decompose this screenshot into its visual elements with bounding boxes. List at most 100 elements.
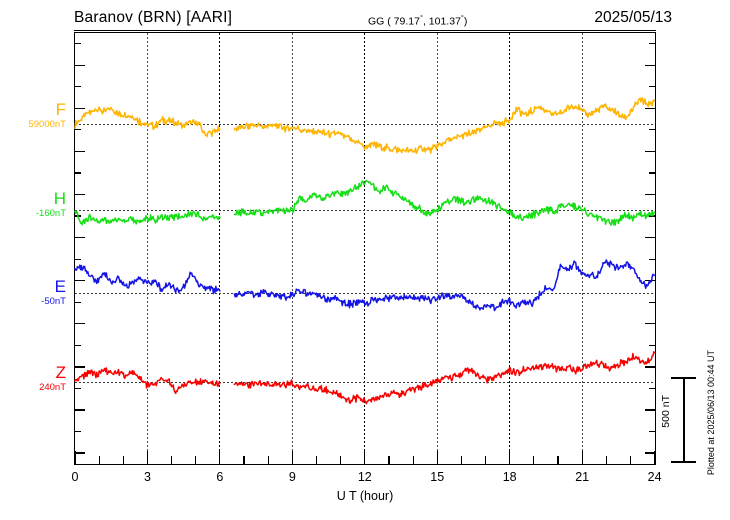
component-name-f: F xyxy=(55,100,66,119)
component-baseline-value-z: 240nT xyxy=(39,382,66,393)
x-tick-hour-12 xyxy=(364,451,366,464)
baseline-Z xyxy=(75,382,655,383)
x-tick-hour-19 xyxy=(533,456,535,464)
scale-bar-label: 500 nT xyxy=(660,395,672,428)
y-tick-l-0 xyxy=(75,43,81,45)
plot-frame-right xyxy=(654,32,656,465)
baseline-E xyxy=(75,293,655,294)
y-tick-l-9 xyxy=(75,236,85,239)
component-name-h: H xyxy=(53,189,66,208)
y-tick-l-12 xyxy=(75,301,81,303)
gridline-hour-6 xyxy=(219,33,221,463)
x-tick-hour-5 xyxy=(195,456,197,464)
y-tick-l-10 xyxy=(75,258,81,260)
y-tick-r-9 xyxy=(645,236,655,239)
x-tick-hour-8 xyxy=(267,456,269,464)
y-tick-r-0 xyxy=(649,43,655,45)
component-name-z: Z xyxy=(55,363,66,382)
y-tick-r-4 xyxy=(649,129,655,131)
y-tick-l-19 xyxy=(75,452,85,454)
component-label-h: H -160nT xyxy=(0,190,66,220)
gridline-hour-15 xyxy=(436,33,438,463)
x-tick-label-9: 9 xyxy=(288,470,296,484)
y-tick-r-15 xyxy=(645,366,655,368)
y-tick-l-4 xyxy=(75,129,81,131)
x-tick-hour-23 xyxy=(629,456,632,464)
component-label-e: E -50nT xyxy=(0,278,66,308)
x-tick-label-0: 0 xyxy=(71,470,79,484)
degree-symbol-lon: ° xyxy=(460,13,464,22)
trace-F xyxy=(74,106,221,138)
y-tick-r-5 xyxy=(645,150,655,153)
y-tick-l-16 xyxy=(75,387,81,390)
y-tick-r-16 xyxy=(649,387,655,390)
trace-layer xyxy=(74,97,656,405)
gridline-hour-21 xyxy=(581,33,583,463)
gridline-hour-12 xyxy=(364,33,366,463)
y-tick-l-13 xyxy=(75,323,85,325)
x-tick-label-21: 21 xyxy=(575,470,590,484)
baseline-F xyxy=(75,124,655,125)
x-tick-hour-11 xyxy=(340,456,342,464)
x-tick-label-15: 15 xyxy=(430,470,445,484)
y-tick-l-6 xyxy=(75,172,81,174)
y-tick-r-12 xyxy=(649,301,655,303)
y-tick-l-11 xyxy=(75,280,85,282)
y-tick-l-14 xyxy=(75,344,81,346)
x-tick-hour-1 xyxy=(98,456,100,464)
component-baseline-value-h: -160nT xyxy=(35,208,66,219)
y-tick-r-14 xyxy=(649,344,655,346)
x-tick-label-18: 18 xyxy=(502,470,517,484)
x-tick-hour-9 xyxy=(291,451,293,464)
component-name-e: E xyxy=(54,277,66,296)
x-tick-hour-3 xyxy=(146,451,149,464)
y-tick-l-2 xyxy=(75,86,81,88)
y-tick-r-13 xyxy=(645,323,655,325)
x-tick-hour-4 xyxy=(171,456,173,464)
x-tick-hour-14 xyxy=(412,456,414,464)
x-tick-hour-18 xyxy=(509,451,511,464)
x-tick-label-24: 24 xyxy=(647,470,662,484)
component-baseline-value-f: 59000nT xyxy=(28,119,66,130)
x-tick-hour-21 xyxy=(581,451,583,464)
component-label-f: F 59000nT xyxy=(0,101,66,131)
y-tick-l-17 xyxy=(75,409,85,411)
y-tick-r-3 xyxy=(645,107,655,109)
y-tick-l-15 xyxy=(75,366,85,368)
trace-E-seg1 xyxy=(233,259,656,312)
station-title: Baranov (BRN) [AARI] xyxy=(74,9,233,26)
geo-lat-prefix: GG ( 79.17 xyxy=(368,15,420,28)
magnetogram-plot-area xyxy=(74,32,656,465)
y-tick-r-1 xyxy=(645,64,655,66)
header-divider xyxy=(74,30,656,31)
y-tick-r-6 xyxy=(649,172,655,174)
x-tick-label-6: 6 xyxy=(216,470,224,484)
baseline-H xyxy=(75,210,655,211)
plot-frame-top xyxy=(74,32,656,34)
geographic-coordinates: GG ( 79.17°, 101.37°) xyxy=(368,13,467,28)
x-tick-hour-13 xyxy=(388,456,390,464)
scale-bar-cap-bottom xyxy=(671,461,696,463)
y-tick-r-8 xyxy=(649,215,655,217)
trace-Z xyxy=(74,367,221,395)
x-tick-hour-7 xyxy=(243,456,245,464)
gridline-hour-9 xyxy=(291,33,293,463)
gridline-hour-3 xyxy=(146,33,148,463)
geo-lon: , 101.37 xyxy=(422,15,461,28)
y-tick-r-7 xyxy=(645,193,655,196)
y-tick-r-18 xyxy=(649,430,655,433)
x-tick-hour-24 xyxy=(654,451,656,464)
plotted-timestamp: Plotted at 2025/06/13 00:44 UT xyxy=(706,350,716,476)
x-tick-hour-16 xyxy=(460,456,462,464)
x-tick-hour-20 xyxy=(557,456,559,464)
x-tick-hour-17 xyxy=(484,456,487,464)
y-tick-r-10 xyxy=(649,258,655,260)
y-tick-r-17 xyxy=(645,409,655,411)
y-tick-r-19 xyxy=(645,452,655,454)
scale-bar-line xyxy=(683,377,685,462)
x-tick-hour-0 xyxy=(74,451,76,464)
plot-frame-bottom xyxy=(74,463,656,465)
y-tick-l-1 xyxy=(75,64,85,66)
y-tick-l-5 xyxy=(75,150,85,153)
